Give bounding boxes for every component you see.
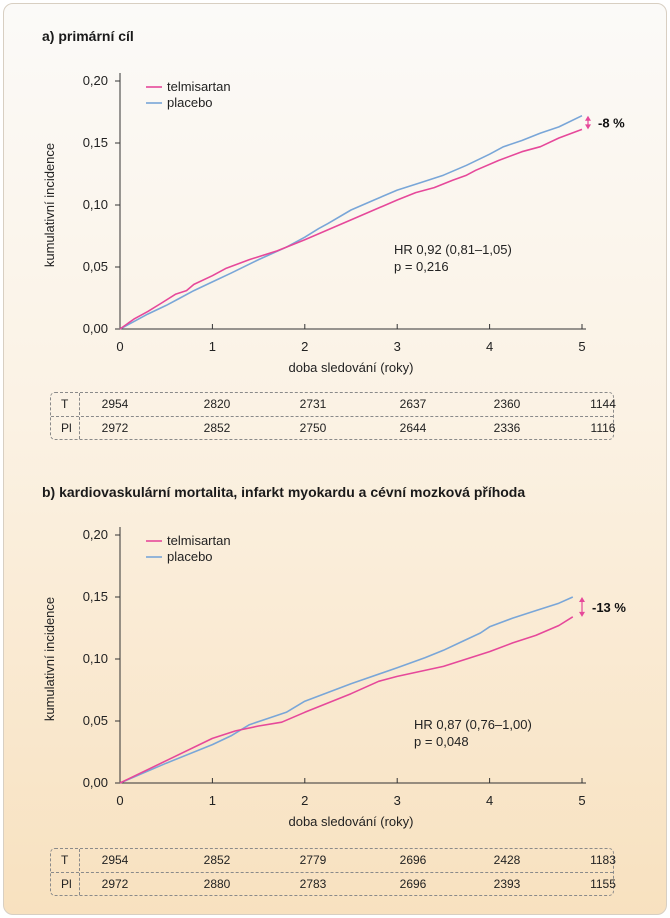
chart-a-risk-row-label: Pl xyxy=(61,421,72,435)
chart-a-y-tick-label: 0,15 xyxy=(83,135,108,150)
chart-a-diff-arrowhead-down xyxy=(585,124,591,130)
chart-a-x-tick-label: 1 xyxy=(209,339,216,354)
chart-b-y-tick-label: 0,00 xyxy=(83,775,108,790)
chart-b-series-telmisartan xyxy=(119,616,574,784)
chart-b-risk-cell: 2972 xyxy=(101,877,129,891)
chart-b-y-tick-label: 0,05 xyxy=(83,713,108,728)
chart-a-x-tick-label: 5 xyxy=(578,339,585,354)
chart-b-p-annotation: p = 0,048 xyxy=(414,734,469,749)
chart-a-risk-cell: 2336 xyxy=(493,421,521,435)
chart-b-diff-arrowhead-down xyxy=(579,611,585,617)
chart-b-x-tick-label: 3 xyxy=(394,793,401,808)
chart-a-risk-cell: 2360 xyxy=(493,397,521,411)
chart-a-risk-cell: 2852 xyxy=(203,421,231,435)
figure-panel: a) primární cíl 0,00 0,05 0,10 0,15 0,20 0 1 2 3… xyxy=(3,3,667,915)
chart-a-risk-cell: 2731 xyxy=(299,397,327,411)
chart-a-risk-cell: 2644 xyxy=(399,421,427,435)
chart-b-risk-row-label: Pl xyxy=(61,877,72,891)
chart-b-hr-annotation: HR 0,87 (0,76–1,00) xyxy=(414,717,532,732)
chart-a-risk-row: Pl 2972 2852 2750 2644 2336 1116 xyxy=(51,416,616,439)
chart-a-risk-cell: 2954 xyxy=(101,397,129,411)
chart-b-risk-cell: 2393 xyxy=(493,877,521,891)
chart-a-risk-row: T 2954 2820 2731 2637 2360 1144 xyxy=(51,393,616,415)
chart-b-y-axis-label: kumulativní incidence xyxy=(42,597,57,721)
chart-a-risk-cell: 1116 xyxy=(590,421,616,435)
chart-a-title: a) primární cíl xyxy=(42,28,134,44)
chart-b-risk-row: Pl 2972 2880 2783 2696 2393 1155 xyxy=(51,872,616,895)
chart-a-legend-label-placebo: placebo xyxy=(167,95,213,110)
chart-b-risk-cell: 2696 xyxy=(399,853,427,867)
chart-b-title: b) kardiovaskulární mortalita, infarkt m… xyxy=(42,484,526,500)
chart-a-series-telmisartan xyxy=(119,128,583,330)
chart-b-risk-row-label: T xyxy=(61,853,69,867)
chart-a-risk-cell: 2637 xyxy=(399,397,427,411)
chart-a-series-placebo xyxy=(119,114,583,330)
chart-a-risk-cell: 2820 xyxy=(203,397,231,411)
chart-b-risk-row-separator xyxy=(79,849,80,871)
chart-b-risk-cell: 2880 xyxy=(203,877,231,891)
chart-a-x-axis-label: doba sledování (roky) xyxy=(288,360,413,375)
chart-a-y-tick-label: 0,00 xyxy=(83,321,108,336)
chart-b-risk-cell: 1183 xyxy=(590,853,616,867)
chart-b-x-tick-label: 1 xyxy=(209,793,216,808)
chart-a-x-tick-label: 0 xyxy=(116,339,123,354)
chart-a-p-annotation: p = 0,216 xyxy=(394,259,449,274)
chart-b-risk-cell: 2954 xyxy=(101,853,129,867)
chart-a-y-tick-label: 0,10 xyxy=(83,197,108,212)
chart-a-y-tick-label: 0,05 xyxy=(83,259,108,274)
chart-b-x-tick-label: 2 xyxy=(301,793,308,808)
chart-b-y-tick-label: 0,20 xyxy=(83,527,108,542)
chart-b-x-tick-label: 5 xyxy=(578,793,585,808)
chart-b-diff-arrowhead-up xyxy=(579,597,585,602)
chart-a-risk-cell: 2750 xyxy=(299,421,327,435)
chart-b-y-tick-label: 0,10 xyxy=(83,651,108,666)
chart-a-x-tick-label: 3 xyxy=(394,339,401,354)
chart-a-risk-row-label: T xyxy=(61,397,69,411)
chart-b-series-placebo xyxy=(119,596,574,784)
chart-b-y-tick-label: 0,15 xyxy=(83,589,108,604)
chart-a-x-tick-label: 2 xyxy=(301,339,308,354)
chart-b-risk-cell: 1155 xyxy=(590,877,616,891)
chart-b-x-tick-label: 0 xyxy=(116,793,123,808)
chart-a-hr-annotation: HR 0,92 (0,81–1,05) xyxy=(394,242,512,257)
chart-b-risk-cell: 2783 xyxy=(299,877,327,891)
chart-a-risk-row-separator xyxy=(79,417,80,439)
chart-a-y-tick-label: 0,20 xyxy=(83,73,108,88)
chart-a-legend-label-telmisartan: telmisartan xyxy=(167,79,231,94)
chart-a-y-axis-label: kumulativní incidence xyxy=(42,143,57,267)
chart-a-x-tick-label: 4 xyxy=(486,339,493,354)
chart-a-risk-cell: 2972 xyxy=(101,421,129,435)
chart-b-plot: 0,00 0,05 0,10 0,15 0,20 0 1 2 3 4 5 doba sledování… xyxy=(42,527,626,829)
chart-b-x-axis-label: doba sledování (roky) xyxy=(288,814,413,829)
chart-b-risk-row: T 2954 2852 2779 2696 2428 1183 xyxy=(51,849,616,871)
chart-a-diff-arrowhead-up xyxy=(585,115,591,121)
chart-b-risk-cell: 2779 xyxy=(299,853,327,867)
chart-b-risk-cell: 2852 xyxy=(203,853,231,867)
chart-b-x-tick-label: 4 xyxy=(486,793,493,808)
chart-b-risk-cell: 2696 xyxy=(399,877,427,891)
chart-b-risk-row-separator xyxy=(79,873,80,895)
chart-b-risk-table: T 2954 2852 2779 2696 2428 1183 Pl 2972 2880 2783 2… xyxy=(50,848,616,896)
chart-a-risk-cell: 1144 xyxy=(590,397,616,411)
chart-a-risk-row-separator xyxy=(79,393,80,415)
chart-b-diff-label: -13 % xyxy=(592,600,626,615)
chart-b-risk-cell: 2428 xyxy=(493,853,521,867)
chart-b-legend-label-placebo: placebo xyxy=(167,549,213,564)
chart-a-risk-table: T 2954 2820 2731 2637 2360 1144 Pl 2972 2852 2750 2… xyxy=(50,392,616,440)
chart-a-plot: 0,00 0,05 0,10 0,15 0,20 0 1 2 3 4 5 doba sledování… xyxy=(42,73,625,375)
chart-b-legend-label-telmisartan: telmisartan xyxy=(167,533,231,548)
chart-a-diff-label: -8 % xyxy=(598,116,625,131)
